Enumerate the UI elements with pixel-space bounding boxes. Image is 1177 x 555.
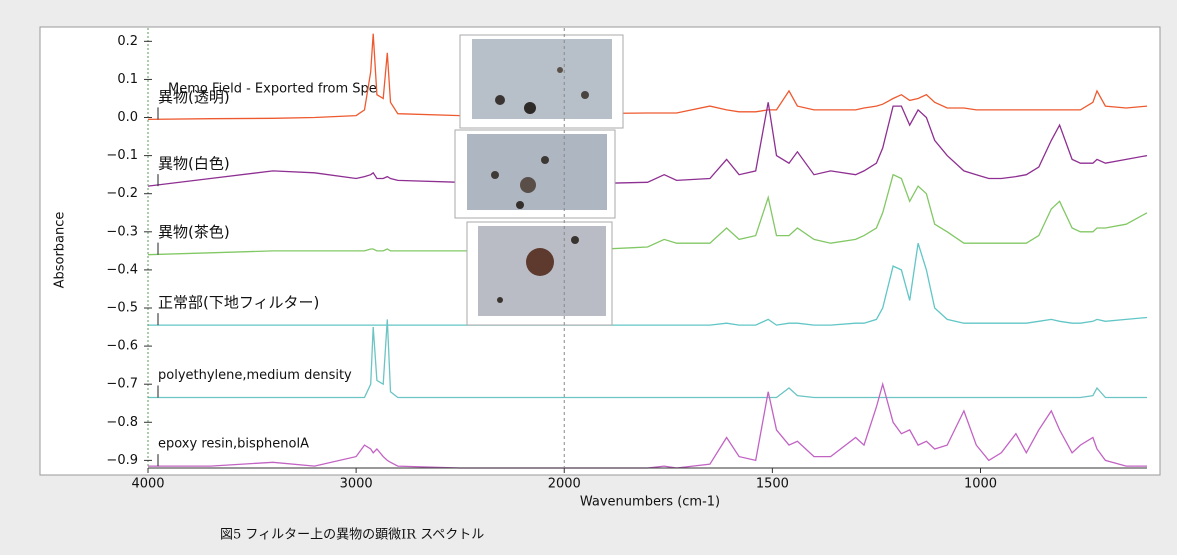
inset-spot	[495, 95, 505, 105]
inset-images	[455, 35, 623, 325]
inset-spot	[520, 177, 536, 193]
series-label: 異物(白色)	[158, 155, 230, 173]
inset-image	[472, 39, 612, 119]
x-tick-label: 1500	[756, 477, 789, 492]
series-label: 異物(透明)	[158, 88, 230, 106]
y-tick-label: −0.2	[106, 186, 138, 201]
inset-spot	[571, 236, 579, 244]
inset-spot	[516, 201, 524, 209]
x-tick-label: 3000	[340, 477, 373, 492]
chart: Wavenumbers (cm-1) Absorbance 図5 フィルター上の…	[0, 0, 1177, 555]
inset-spot	[557, 67, 563, 73]
x-axis-title: Wavenumbers (cm-1)	[580, 495, 720, 510]
inset-spot	[581, 91, 589, 99]
inset-spot	[497, 297, 503, 303]
y-tick-label: −0.7	[106, 377, 138, 392]
y-tick-label: 0.1	[117, 72, 138, 87]
x-tick-label: 2000	[548, 477, 581, 492]
y-tick-label: 0.2	[117, 34, 138, 49]
series-label: 正常部(下地フィルター)	[158, 294, 319, 312]
x-tick-label: 1000	[964, 477, 997, 492]
inset-spot	[524, 102, 536, 114]
y-tick-label: −0.8	[106, 415, 138, 430]
y-tick-label: 0.0	[117, 110, 138, 125]
y-tick-label: −0.4	[106, 262, 138, 277]
series-label: epoxy resin,bisphenolA	[158, 437, 309, 452]
series-label: polyethylene,medium density	[158, 368, 352, 383]
inset-image	[467, 134, 607, 210]
x-tick-label: 4000	[131, 477, 164, 492]
y-axis-title: Absorbance	[53, 212, 68, 289]
caption: 図5 フィルター上の異物の顕微IR スペクトル	[220, 528, 484, 543]
y-tick-label: −0.6	[106, 339, 138, 354]
y-tick-label: −0.5	[106, 301, 138, 316]
y-tick-label: −0.9	[106, 453, 138, 468]
y-tick-label: −0.3	[106, 224, 138, 239]
inset-spot	[491, 171, 499, 179]
inset-spot	[526, 248, 554, 276]
y-tick-label: −0.1	[106, 148, 138, 163]
inset-spot	[541, 156, 549, 164]
series-label: 異物(茶色)	[158, 223, 230, 241]
